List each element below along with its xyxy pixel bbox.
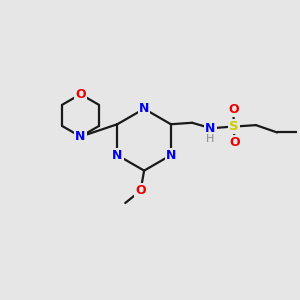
Text: S: S bbox=[229, 120, 239, 133]
Text: N: N bbox=[166, 149, 176, 162]
Text: O: O bbox=[228, 103, 238, 116]
Text: O: O bbox=[135, 184, 146, 197]
Text: N: N bbox=[205, 122, 215, 135]
Text: N: N bbox=[75, 130, 86, 143]
Text: H: H bbox=[206, 134, 214, 144]
Text: N: N bbox=[139, 102, 149, 115]
Text: O: O bbox=[75, 88, 86, 101]
Text: O: O bbox=[229, 136, 240, 149]
Text: N: N bbox=[112, 149, 122, 162]
